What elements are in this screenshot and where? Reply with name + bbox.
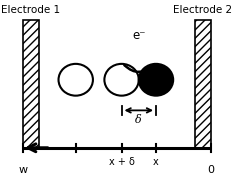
Text: e⁻: e⁻ — [132, 29, 146, 42]
Text: 0: 0 — [208, 165, 215, 175]
Bar — [195, 20, 211, 148]
Text: x + δ: x + δ — [109, 157, 135, 167]
FancyArrowPatch shape — [124, 64, 154, 72]
Ellipse shape — [58, 64, 93, 96]
Ellipse shape — [139, 64, 173, 96]
Bar — [23, 20, 39, 148]
Text: w: w — [18, 165, 28, 175]
Ellipse shape — [104, 64, 139, 96]
Text: x: x — [153, 157, 159, 167]
Text: Electrode 1: Electrode 1 — [1, 5, 61, 15]
Text: Electrode 2: Electrode 2 — [173, 5, 233, 15]
Text: δ: δ — [135, 115, 142, 125]
